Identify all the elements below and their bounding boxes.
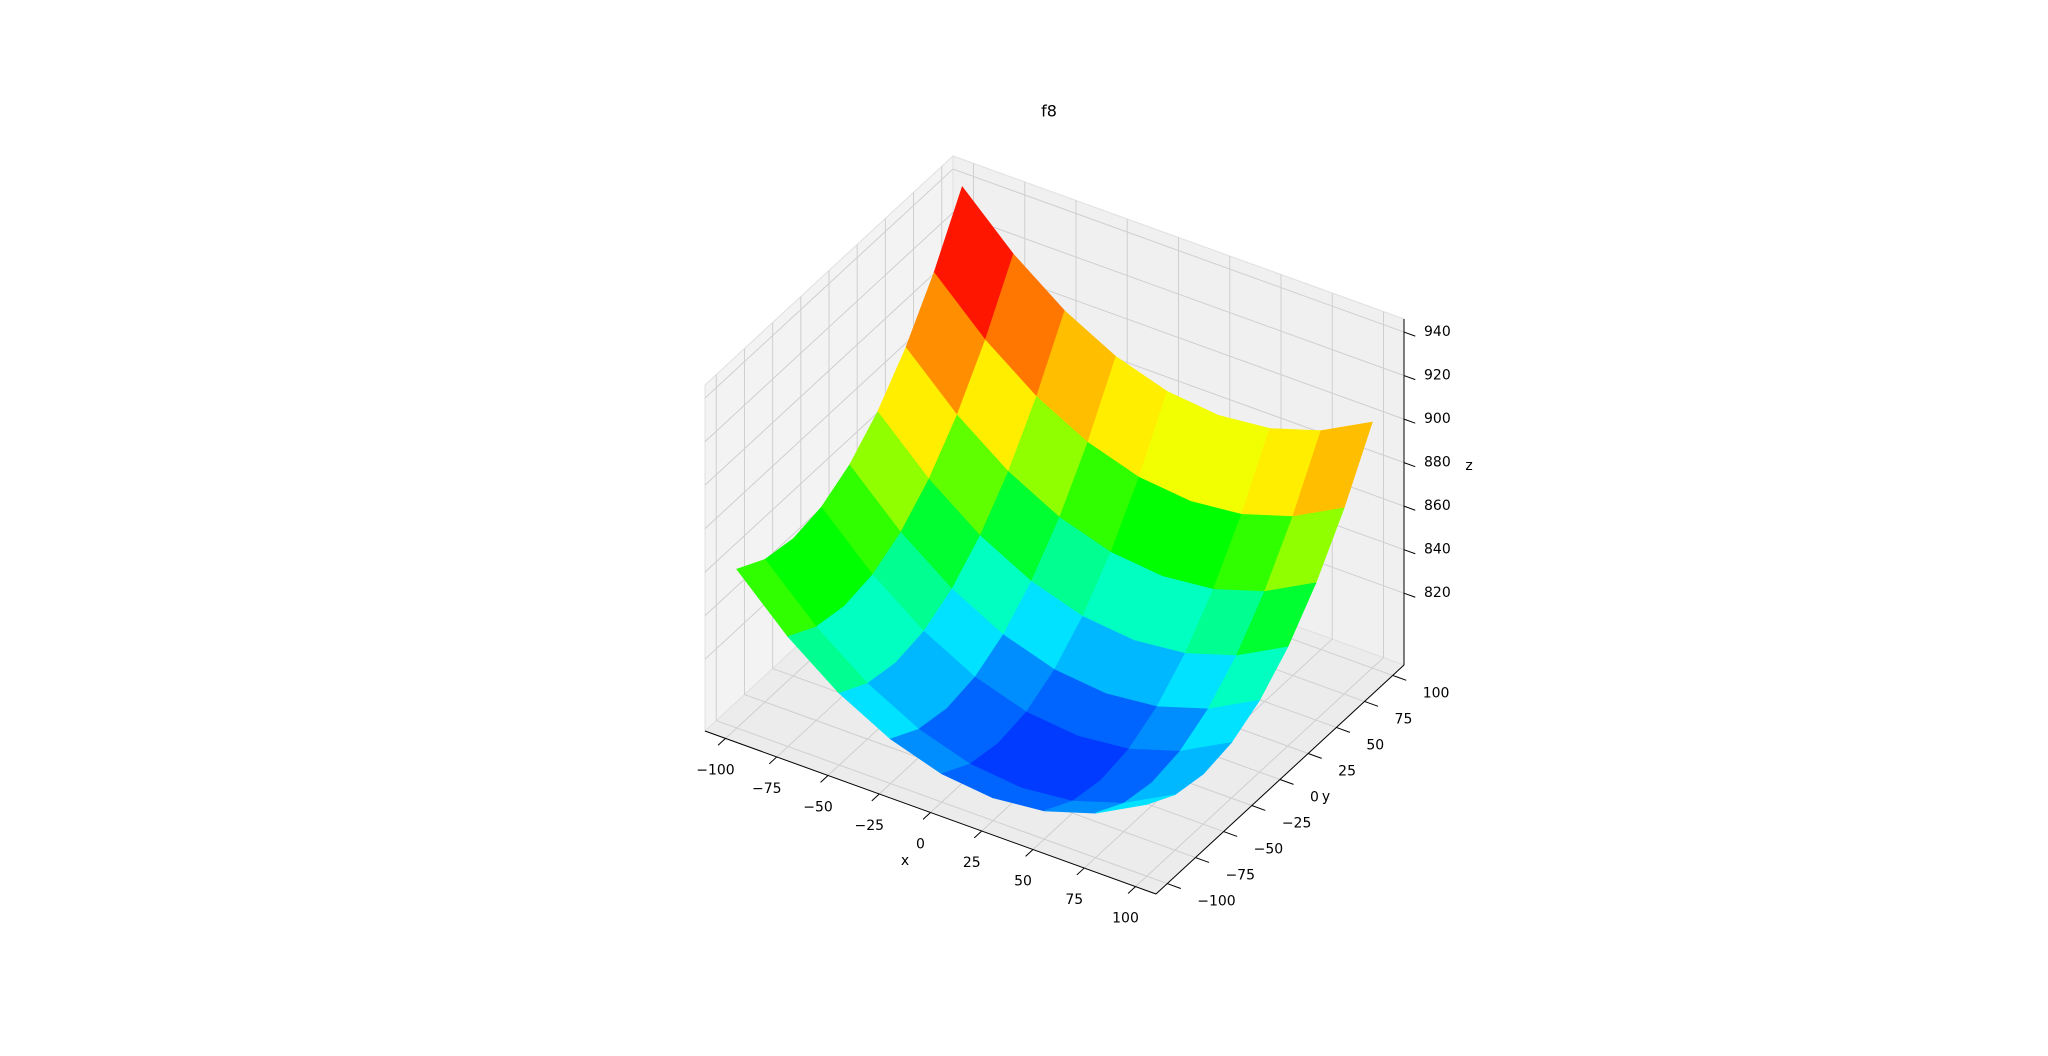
- y-axis-label: y: [1322, 789, 1330, 805]
- surface-patch: [1095, 794, 1176, 814]
- x-tick-label: −75: [752, 781, 782, 797]
- tick-mark: [1364, 700, 1379, 707]
- tick-mark: [1279, 779, 1294, 785]
- z-tick-label: 900: [1424, 411, 1451, 427]
- grid-line: [952, 168, 1405, 333]
- tick-mark: [1403, 592, 1416, 598]
- grid-line: [704, 212, 954, 442]
- y-tick-label: 50: [1366, 737, 1384, 753]
- tick-mark: [717, 738, 726, 746]
- tick-mark: [820, 775, 829, 783]
- y-tick-label: −75: [1225, 868, 1255, 884]
- grid-line: [704, 168, 954, 399]
- tick-mark: [1251, 805, 1266, 811]
- y-tick-label: −50: [1254, 842, 1284, 858]
- x-tick-label: −25: [854, 818, 884, 834]
- z-tick-label: 940: [1424, 324, 1451, 340]
- tick-mark: [871, 793, 880, 802]
- tick-mark: [1403, 462, 1416, 468]
- y-tick-label: −100: [1197, 894, 1235, 910]
- y-tick-label: 75: [1395, 711, 1413, 727]
- tick-mark: [1195, 857, 1210, 863]
- x-axis-label: x: [901, 853, 909, 869]
- tick-mark: [1403, 375, 1416, 381]
- tick-mark: [1336, 726, 1351, 733]
- z-tick-label: 880: [1424, 455, 1451, 471]
- z-tick-label: 840: [1424, 542, 1451, 558]
- tick-mark: [1076, 867, 1085, 876]
- x-tick-label: 100: [1112, 911, 1139, 927]
- tick-mark: [768, 756, 778, 765]
- x-tick-label: 25: [963, 855, 981, 871]
- x-tick-label: −50: [803, 799, 833, 815]
- tick-mark: [922, 812, 931, 820]
- x-tick-label: 0: [916, 837, 925, 853]
- y-tick-label: 100: [1423, 685, 1450, 701]
- tick-mark: [1127, 886, 1136, 894]
- tick-mark: [1392, 674, 1407, 681]
- grid-line: [952, 212, 1405, 377]
- tick-mark: [1403, 331, 1416, 337]
- tick-mark: [1403, 418, 1416, 424]
- x-axis-line: [704, 730, 1157, 895]
- y-tick-label: 25: [1338, 763, 1356, 779]
- z-tick-label: 860: [1424, 498, 1451, 514]
- tick-mark: [1403, 505, 1416, 511]
- x-tick-label: 75: [1065, 892, 1083, 908]
- grid-line: [704, 255, 954, 486]
- z-tick-label: 920: [1424, 368, 1451, 384]
- tick-mark: [1025, 849, 1034, 857]
- chart-title: f8: [1041, 102, 1057, 121]
- x-tick-label: −100: [696, 762, 734, 778]
- tick-mark: [1223, 831, 1238, 837]
- y-tick-label: −25: [1282, 816, 1312, 832]
- tick-mark: [1403, 549, 1416, 555]
- tick-mark: [1167, 883, 1181, 889]
- tick-mark: [1308, 753, 1322, 759]
- tick-mark: [973, 830, 983, 839]
- grid-line: [716, 720, 1168, 885]
- z-axis-label: z: [1465, 458, 1472, 474]
- y-tick-label: 0: [1310, 790, 1319, 806]
- z-tick-label: 820: [1424, 585, 1451, 601]
- x-tick-label: 50: [1014, 874, 1032, 890]
- y-axis-line: [1155, 664, 1405, 895]
